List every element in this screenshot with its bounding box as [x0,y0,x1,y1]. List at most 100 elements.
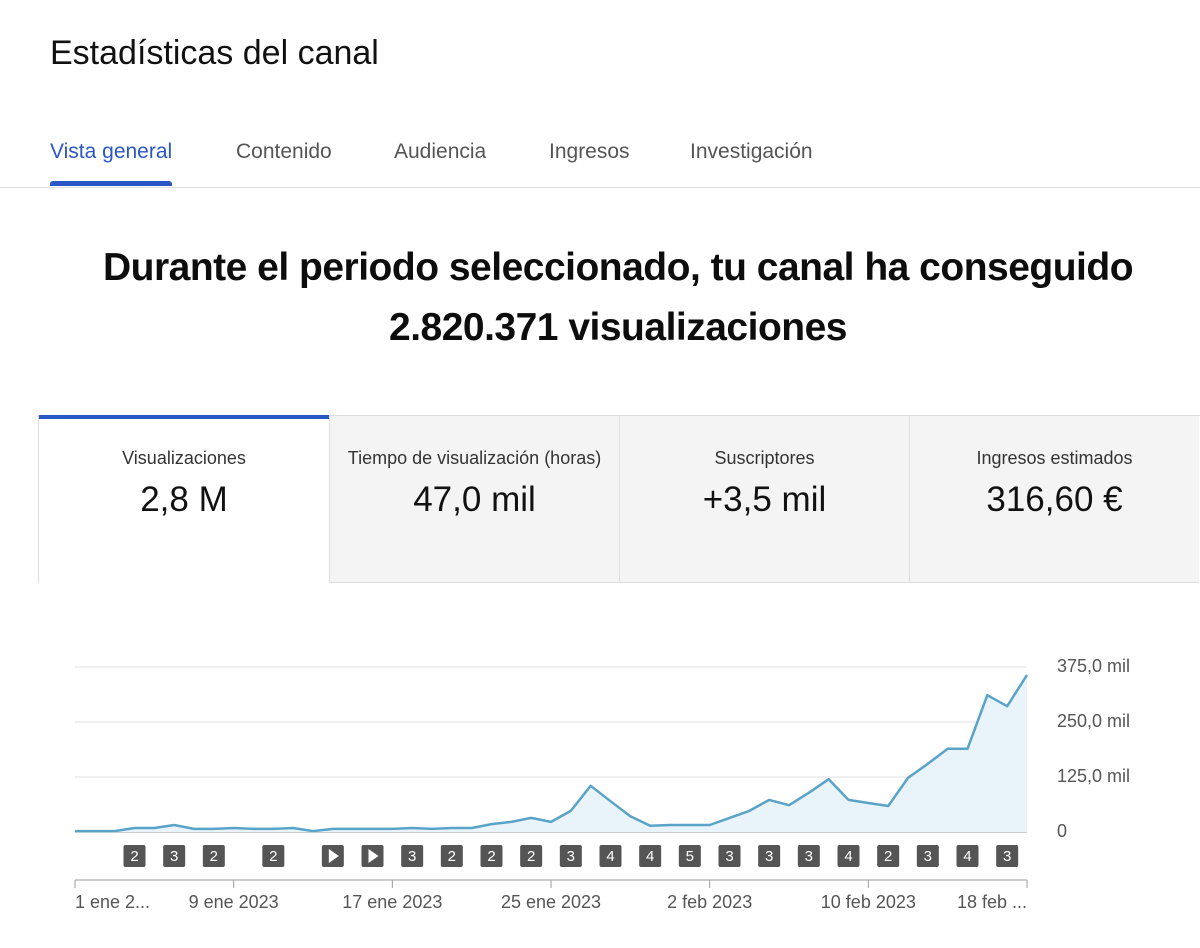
tab[interactable]: Contenido [236,140,332,163]
marker-badge [877,845,900,867]
marker-badge [837,845,860,867]
marker-badge [996,845,1019,867]
metric-value: 316,60 € [986,480,1123,519]
marker-count: 3 [725,848,733,865]
video-marker: 3 [758,845,781,867]
headline: Durante el periodo seleccionado, tu cana… [0,238,1200,358]
video-marker: 3 [718,845,741,867]
video-marker: 3 [559,845,582,867]
marker-badge [639,845,662,867]
chart: 0 125,0 mil 250,0 mil 375,0 mil 2 3 2 2 3 2 2 2 3 4 4 5… [74,656,1130,912]
video-marker: 3 [996,845,1019,867]
video-marker: 3 [916,845,939,867]
video-marker: 4 [956,845,979,867]
video-marker: 5 [678,845,701,867]
video-marker: 4 [599,845,622,867]
x-tick-label: 1 ene 2... [75,892,150,912]
play-icon [368,849,379,863]
metric-label: Visualizaciones [122,448,246,468]
tab[interactable]: Vista general [50,140,173,186]
tab[interactable]: Ingresos [549,140,630,163]
marker-badge [956,845,979,867]
marker-count: 5 [686,848,694,865]
video-marker: 3 [163,845,186,867]
marker-count: 2 [130,848,138,865]
video-marker: 2 [480,845,503,867]
video-marker: 2 [262,845,285,867]
metric-value: 47,0 mil [413,480,536,519]
marker-count: 4 [844,848,852,865]
y-tick-label: 375,0 mil [1057,656,1130,676]
marker-count: 3 [924,848,932,865]
marker-count: 3 [567,848,575,865]
marker-badge [480,845,503,867]
marker-badge [916,845,939,867]
metric-card[interactable]: Visualizaciones 2,8 M [39,415,329,583]
marker-count: 3 [170,848,178,865]
video-marker: 4 [639,845,662,867]
marker-count: 2 [448,848,456,865]
metric-label: Ingresos estimados [976,448,1133,468]
marker-badge [163,845,186,867]
tab[interactable]: Audiencia [394,140,487,163]
marker-badge [678,845,701,867]
marker-badge [123,845,146,867]
video-marker: 3 [797,845,820,867]
headline-text: Durante el periodo seleccionado, tu cana… [102,246,1134,289]
video-marker [361,845,384,867]
marker-count: 2 [487,848,495,865]
video-marker: 3 [401,845,424,867]
marker-count: 3 [765,848,773,865]
y-tick-label: 250,0 mil [1057,711,1130,731]
video-marker: 2 [440,845,463,867]
x-tick-label: 2 feb 2023 [667,892,752,912]
tab[interactable]: Investigación [690,140,813,163]
marker-badge [758,845,781,867]
marker-badge [440,845,463,867]
marker-badge [599,845,622,867]
metric-value: 2,8 M [140,480,228,519]
video-marker: 2 [520,845,543,867]
metric-card[interactable]: Tiempo de visualización (horas) 47,0 mil [329,416,619,583]
video-marker: 2 [123,845,146,867]
marker-count: 4 [646,848,654,865]
metric-label: Tiempo de visualización (horas) [347,448,602,468]
video-marker: 2 [877,845,900,867]
marker-count: 3 [1003,848,1011,865]
marker-badge [559,845,582,867]
marker-badge [520,845,543,867]
play-icon [328,849,339,863]
marker-badge [797,845,820,867]
marker-count: 3 [805,848,813,865]
x-tick-label: 9 ene 2023 [189,892,279,912]
metric-value: +3,5 mil [702,480,827,519]
metric-card[interactable]: Ingresos estimados 316,60 € [909,416,1199,583]
marker-badge [202,845,225,867]
marker-count: 3 [408,848,416,865]
x-tick-label: 18 feb ... [957,892,1027,912]
metric-label: Suscriptores [714,448,815,468]
marker-count: 2 [884,848,892,865]
y-tick-label: 125,0 mil [1057,766,1130,786]
video-marker: 2 [202,845,225,867]
marker-badge [262,845,285,867]
video-marker [321,845,344,867]
x-tick-label: 25 ene 2023 [501,892,601,912]
marker-count: 2 [210,848,218,865]
marker-count: 4 [963,848,971,865]
metric-card[interactable]: Suscriptores +3,5 mil [619,416,909,583]
marker-count: 2 [269,848,277,865]
page-title: Estadísticas del canal [50,34,379,72]
x-tick-label: 17 ene 2023 [342,892,442,912]
metric-cards: Visualizaciones 2,8 M Tiempo de visualiza… [38,415,1200,583]
headline-total: 2.820.371 visualizaciones [389,306,847,349]
marker-count: 2 [527,848,535,865]
x-tick-label: 10 feb 2023 [821,892,916,912]
tab-bar: Vista general Contenido Audiencia Ingres… [0,120,1200,188]
area [75,674,1027,832]
marker-count: 4 [606,848,614,865]
marker-badge [718,845,741,867]
video-marker: 4 [837,845,860,867]
